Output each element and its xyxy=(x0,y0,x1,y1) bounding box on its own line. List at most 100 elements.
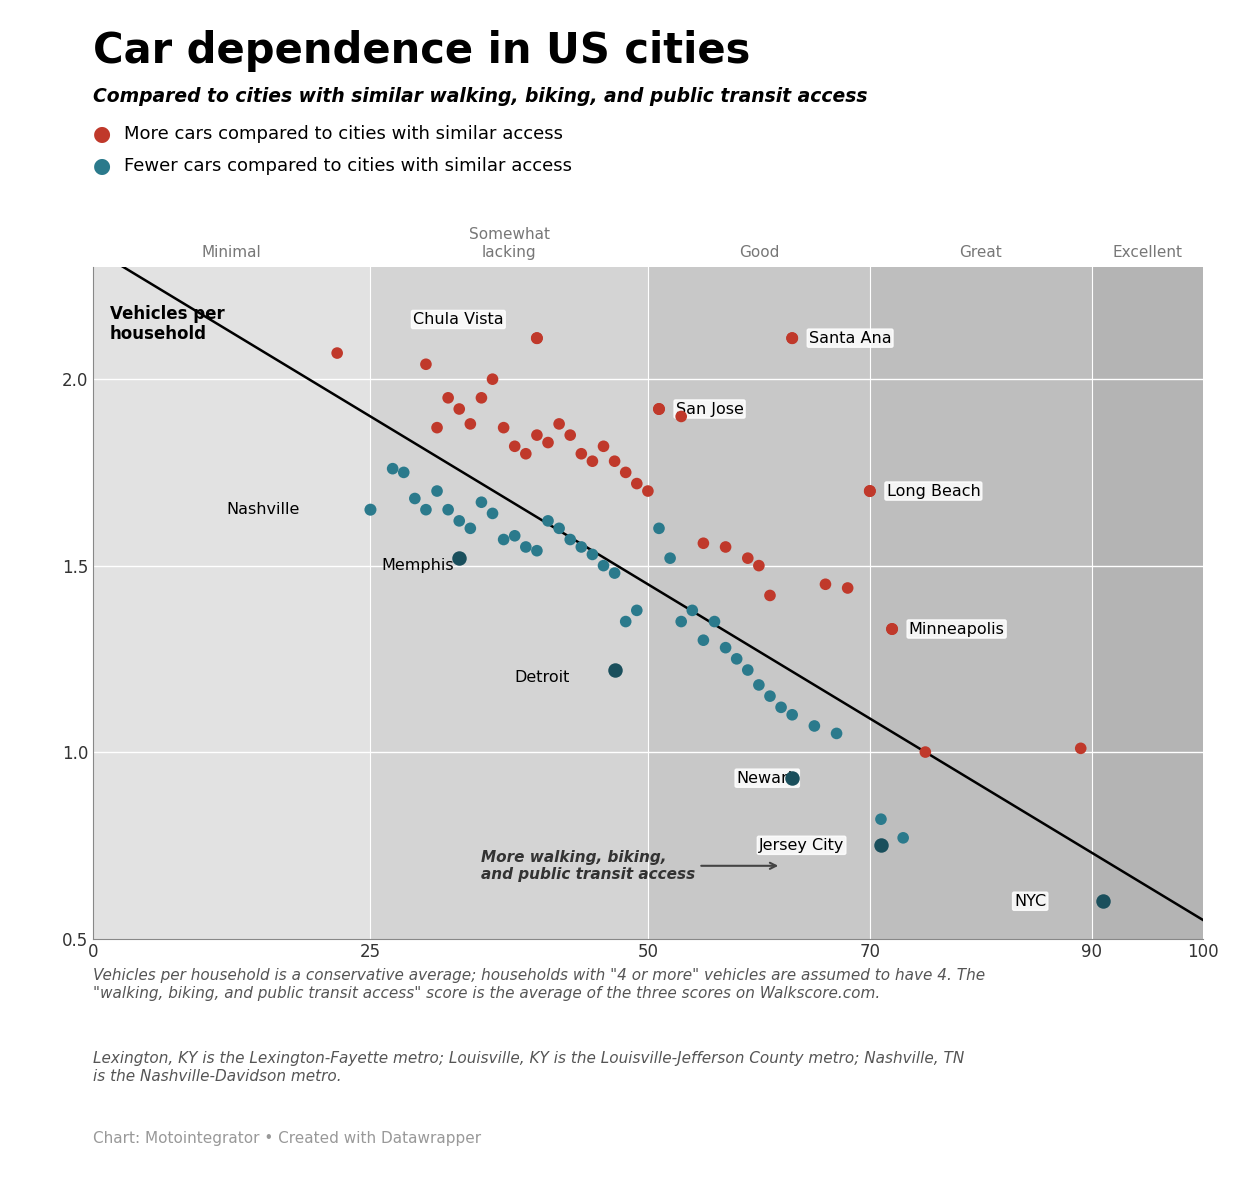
Bar xyxy=(1091,267,1203,939)
Point xyxy=(415,500,436,519)
Text: ●: ● xyxy=(93,125,112,144)
Point xyxy=(583,545,603,564)
Point xyxy=(482,369,502,388)
Point xyxy=(560,530,580,549)
Point xyxy=(538,511,558,530)
Text: Chart: Motointegrator • Created with Datawrapper: Chart: Motointegrator • Created with Dat… xyxy=(93,1131,481,1146)
Bar xyxy=(93,267,371,939)
Point xyxy=(460,415,480,434)
Point xyxy=(838,579,858,598)
Text: Good: Good xyxy=(739,245,779,260)
Point xyxy=(427,418,446,437)
Text: Memphis: Memphis xyxy=(382,558,454,573)
Point xyxy=(816,575,836,594)
Point xyxy=(805,716,825,735)
Text: Vehicles per household is a conservative average; households with "4 or more" ve: Vehicles per household is a conservative… xyxy=(93,968,985,1000)
Point xyxy=(482,504,502,523)
Point xyxy=(516,444,536,463)
Text: Fewer cars compared to cities with similar access: Fewer cars compared to cities with simil… xyxy=(124,157,572,176)
Text: Chula Vista: Chula Vista xyxy=(413,312,503,327)
Point xyxy=(405,489,425,508)
Text: NYC: NYC xyxy=(1014,893,1047,909)
Text: ●: ● xyxy=(93,157,112,176)
Point xyxy=(704,612,724,631)
Point xyxy=(782,329,802,348)
Point xyxy=(460,519,480,538)
Point xyxy=(782,329,802,348)
Point xyxy=(449,399,469,418)
Text: More walking, biking,
and public transit access: More walking, biking, and public transit… xyxy=(481,849,776,881)
Text: Car dependence in US cities: Car dependence in US cities xyxy=(93,30,750,71)
Point xyxy=(616,463,636,482)
Point xyxy=(527,542,547,561)
Text: Detroit: Detroit xyxy=(515,670,570,685)
Point xyxy=(870,810,890,829)
Point xyxy=(616,612,636,631)
Point xyxy=(438,388,458,407)
Point xyxy=(394,463,414,482)
Point xyxy=(649,399,668,418)
Bar xyxy=(647,267,869,939)
Point xyxy=(415,355,436,374)
Text: San Jose: San Jose xyxy=(676,402,744,417)
Point xyxy=(494,418,513,437)
Text: Lexington, KY is the Lexington-Fayette metro; Louisville, KY is the Louisville-J: Lexington, KY is the Lexington-Fayette m… xyxy=(93,1051,965,1083)
Point xyxy=(882,619,901,638)
Point xyxy=(859,481,879,500)
Point xyxy=(505,437,525,456)
Point xyxy=(449,549,469,568)
Point xyxy=(471,388,491,407)
Point xyxy=(449,511,469,530)
Point xyxy=(671,612,691,631)
Point xyxy=(870,836,890,855)
Point xyxy=(361,500,381,519)
Point xyxy=(383,460,403,479)
Point xyxy=(1092,892,1112,911)
Point xyxy=(627,474,647,493)
Point xyxy=(649,399,668,418)
Text: Minimal: Minimal xyxy=(202,245,262,260)
Text: Santa Ana: Santa Ana xyxy=(808,330,892,346)
Text: Vehicles per
household: Vehicles per household xyxy=(109,304,224,343)
Point xyxy=(549,415,569,434)
Point xyxy=(693,631,713,650)
Point xyxy=(594,556,614,575)
Point xyxy=(594,437,614,456)
Bar xyxy=(371,267,647,939)
Point xyxy=(893,828,913,847)
Point xyxy=(327,343,347,362)
Point xyxy=(494,530,513,549)
Point xyxy=(660,549,680,568)
Point xyxy=(715,638,735,657)
Point xyxy=(516,537,536,556)
Point xyxy=(527,425,547,444)
Text: Nashville: Nashville xyxy=(226,503,300,517)
Point xyxy=(749,676,769,695)
Point xyxy=(760,586,780,605)
Point xyxy=(527,329,547,348)
Point xyxy=(1071,739,1091,758)
Point xyxy=(715,537,735,556)
Point xyxy=(738,661,758,680)
Text: Compared to cities with similar walking, biking, and public transit access: Compared to cities with similar walking,… xyxy=(93,87,868,106)
Point xyxy=(771,697,791,716)
Point xyxy=(882,619,901,638)
Point xyxy=(693,533,713,552)
Point xyxy=(727,650,746,669)
Point xyxy=(859,481,879,500)
Point xyxy=(572,444,591,463)
Text: Jersey City: Jersey City xyxy=(759,838,844,853)
Point xyxy=(583,451,603,470)
Point xyxy=(538,434,558,453)
Text: More cars compared to cities with similar access: More cars compared to cities with simila… xyxy=(124,125,563,144)
Point xyxy=(572,537,591,556)
Point xyxy=(560,425,580,444)
Text: Newark: Newark xyxy=(737,771,797,785)
Point xyxy=(1092,892,1112,911)
Point xyxy=(605,451,625,470)
Point xyxy=(760,687,780,706)
Point xyxy=(549,519,569,538)
Point xyxy=(649,519,668,538)
Point xyxy=(605,661,625,680)
Text: Great: Great xyxy=(960,245,1002,260)
